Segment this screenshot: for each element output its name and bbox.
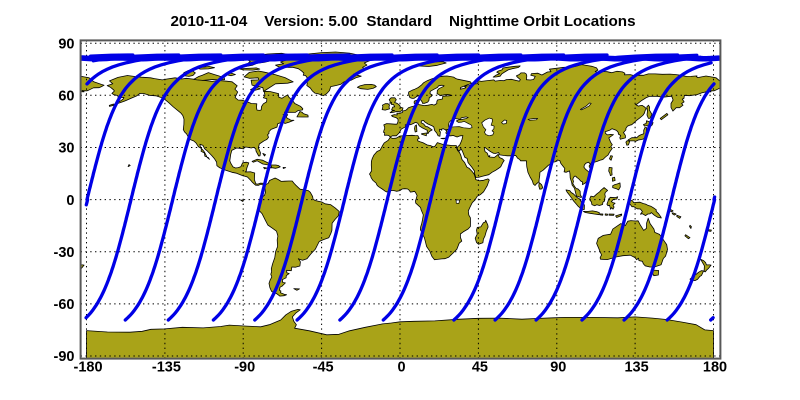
svg-text:60: 60 (58, 89, 74, 105)
svg-text:30: 30 (58, 141, 74, 157)
svg-text:135: 135 (624, 360, 648, 376)
svg-text:180: 180 (703, 360, 727, 376)
svg-text:-180: -180 (73, 360, 102, 376)
svg-text:90: 90 (58, 36, 74, 52)
svg-text:45: 45 (472, 360, 488, 376)
svg-text:-45: -45 (313, 360, 334, 376)
svg-text:-135: -135 (152, 360, 181, 376)
svg-text:0: 0 (397, 360, 405, 376)
svg-text:2010-11-04 Version: 5.00 S: 2010-11-04 Version: 5.00 Standard Nightt… (170, 13, 635, 30)
svg-text:90: 90 (550, 360, 566, 376)
svg-text:-30: -30 (54, 245, 75, 261)
svg-text:-90: -90 (54, 349, 75, 365)
svg-text:-60: -60 (54, 297, 75, 313)
svg-text:0: 0 (66, 193, 74, 209)
svg-text:-90: -90 (234, 360, 255, 376)
